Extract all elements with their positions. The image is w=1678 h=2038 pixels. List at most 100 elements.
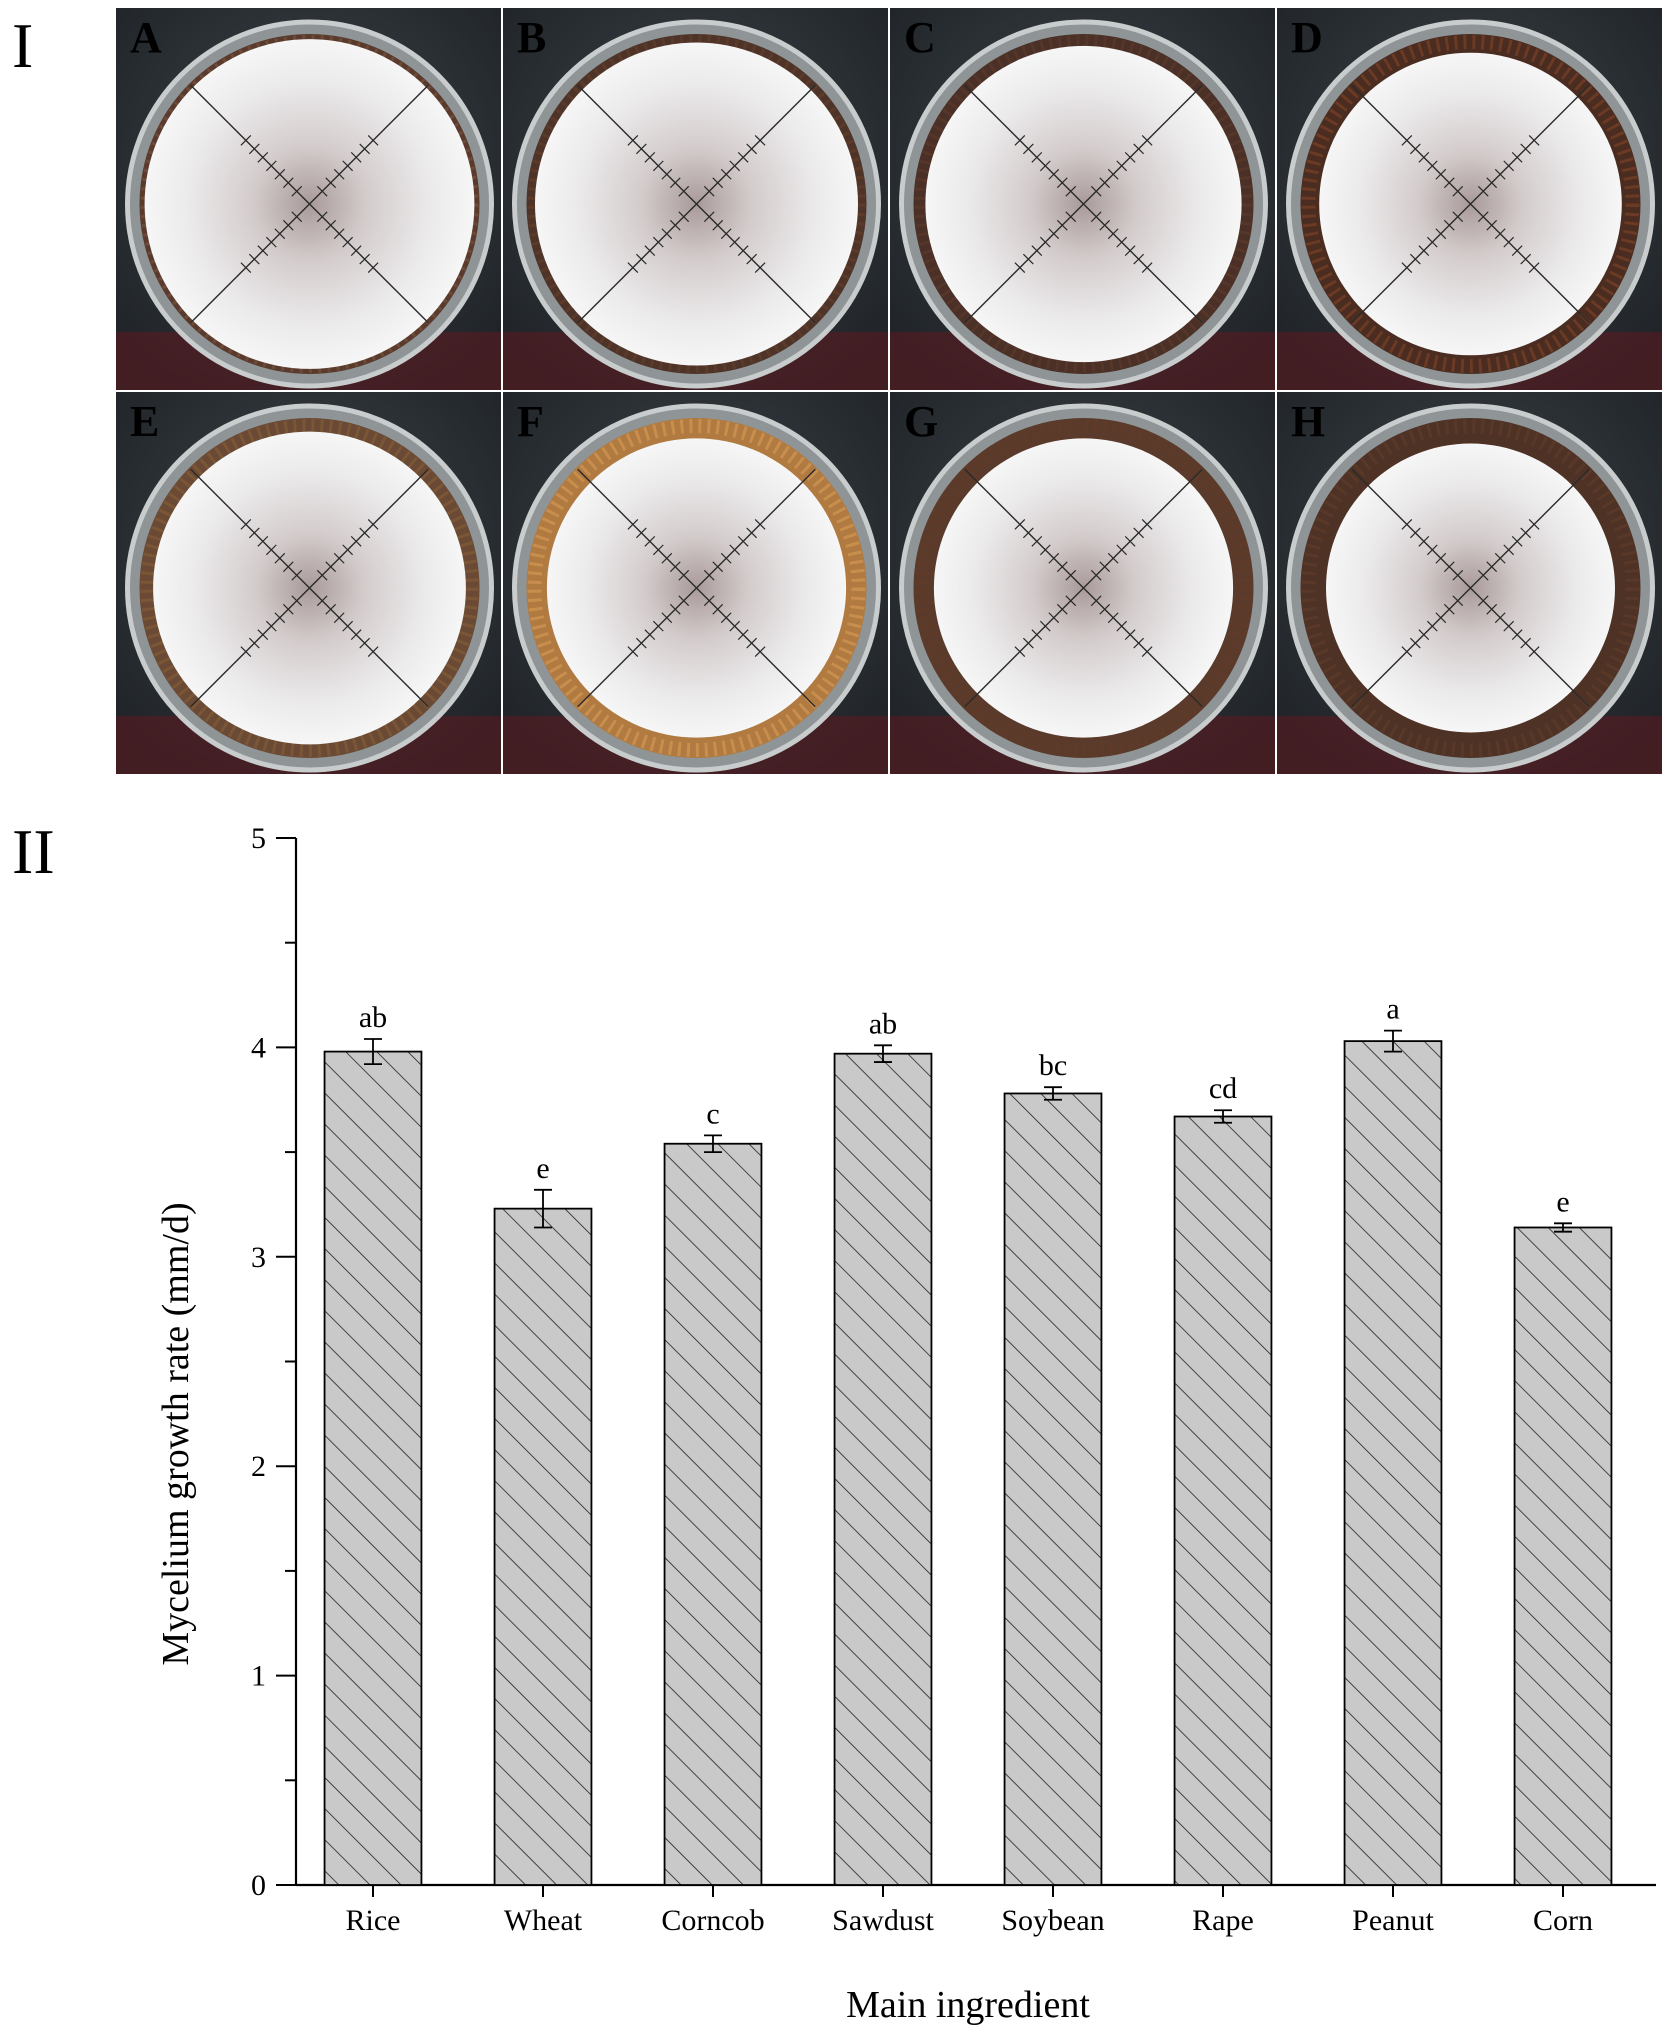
measurement-tick	[1031, 245, 1043, 257]
measurement-line	[1351, 84, 1590, 324]
substrate-texture	[1301, 419, 1640, 757]
measurement-tick	[265, 544, 277, 556]
measurement-tick	[1477, 211, 1489, 223]
bar-wheat	[493, 1207, 593, 1886]
measurement-tick	[1443, 219, 1455, 231]
error-bar-rice	[364, 1038, 382, 1066]
measurement-tick	[291, 595, 303, 607]
measurement-tick	[754, 134, 766, 146]
measurement-tick	[644, 535, 656, 547]
plate-b: B	[503, 8, 888, 390]
plate-letter: C	[904, 13, 936, 62]
measurement-tick	[746, 253, 758, 265]
significance-label: a	[1386, 993, 1399, 1026]
measurement-tick	[316, 185, 328, 197]
measurement-tick	[333, 552, 345, 564]
measurement-tick	[1443, 603, 1455, 615]
measurement-tick	[754, 262, 766, 274]
measurement-tick	[678, 211, 690, 223]
plate-a: A	[116, 8, 501, 390]
measurement-tick	[1452, 185, 1464, 197]
measurement-tick	[265, 236, 277, 248]
measurement-tick	[240, 262, 252, 274]
substrate-texture	[527, 35, 866, 373]
measurement-tick	[325, 177, 337, 189]
petri-dish-photo-grid: A B C D E F G H	[116, 8, 1662, 774]
measurement-tick	[1486, 219, 1498, 231]
measurement-tick	[1116, 236, 1128, 248]
measurement-tick	[1031, 151, 1043, 163]
measurement-tick	[1409, 637, 1421, 649]
measurement-tick	[1503, 544, 1515, 556]
measurement-tick	[1477, 185, 1489, 197]
substrate-texture	[1301, 35, 1640, 373]
measurement-tick	[1107, 552, 1119, 564]
measurement-tick	[1486, 177, 1498, 189]
measurement-tick	[1022, 143, 1034, 155]
measurement-tick	[754, 518, 766, 530]
error-bar-sawdust	[874, 1044, 892, 1063]
measurement-tick	[627, 518, 639, 530]
y-tick-label: 4	[251, 1031, 266, 1064]
measurement-tick	[712, 603, 724, 615]
measurement-tick	[635, 143, 647, 155]
plate-letter: E	[130, 397, 159, 446]
x-tick-label: Corncob	[661, 1904, 764, 1937]
error-bar-rape	[1214, 1109, 1232, 1124]
significance-label: ab	[359, 1001, 387, 1034]
measurement-tick	[1401, 134, 1413, 146]
x-tick-label: Corn	[1533, 1904, 1593, 1937]
x-tick-label: Rice	[346, 1904, 401, 1937]
measurement-tick	[1426, 544, 1438, 556]
error-bar-corncob	[704, 1134, 722, 1154]
measurement-tick	[359, 527, 371, 539]
plate-letter: F	[517, 397, 544, 446]
measurement-line	[190, 84, 429, 324]
measurement-tick	[342, 544, 354, 556]
measurement-tick	[265, 620, 277, 632]
measurement-tick	[661, 228, 673, 240]
measurement-tick	[1141, 134, 1153, 146]
measurement-tick	[1503, 160, 1515, 172]
x-tick-label: Peanut	[1352, 1904, 1434, 1937]
y-axis-title: Mycelium growth rate (mm/d)	[155, 1202, 197, 1665]
x-tick-label: Rape	[1192, 1904, 1254, 1937]
measurement-tick	[652, 544, 664, 556]
measurement-tick	[703, 211, 715, 223]
plate-letter: A	[130, 13, 162, 62]
measurement-tick	[333, 228, 345, 240]
measurement-tick	[678, 185, 690, 197]
x-tick-label: Wheat	[504, 1904, 583, 1937]
measurement-tick	[712, 561, 724, 573]
measurement-tick	[1116, 620, 1128, 632]
measurement-tick	[678, 569, 690, 581]
measurement-tick	[257, 535, 269, 547]
bar-corn	[1513, 1226, 1613, 1886]
significance-label: c	[706, 1097, 719, 1130]
measurement-tick	[1435, 612, 1447, 624]
measurement-tick	[1494, 612, 1506, 624]
measurement-tick	[1099, 561, 1111, 573]
plate-letter: H	[1291, 397, 1325, 446]
measurement-tick	[274, 612, 286, 624]
measurement-tick	[729, 236, 741, 248]
measurement-tick	[720, 228, 732, 240]
measurement-tick	[359, 253, 371, 265]
measurement-tick	[1056, 561, 1068, 573]
measurement-tick	[1426, 620, 1438, 632]
measurement-tick	[1124, 151, 1136, 163]
measurement-tick	[248, 143, 260, 155]
measurement-tick	[342, 236, 354, 248]
measurement-tick	[1486, 603, 1498, 615]
measurement-tick	[350, 629, 362, 641]
measurement-tick	[1520, 637, 1532, 649]
measurement-tick	[652, 160, 664, 172]
measurement-tick	[1022, 253, 1034, 265]
measurement-tick	[342, 160, 354, 172]
measurement-tick	[1520, 527, 1532, 539]
measurement-tick	[746, 637, 758, 649]
measurement-tick	[1141, 262, 1153, 274]
measurement-line	[964, 84, 1203, 324]
measurement-tick	[1056, 177, 1068, 189]
measurement-tick	[1494, 168, 1506, 180]
